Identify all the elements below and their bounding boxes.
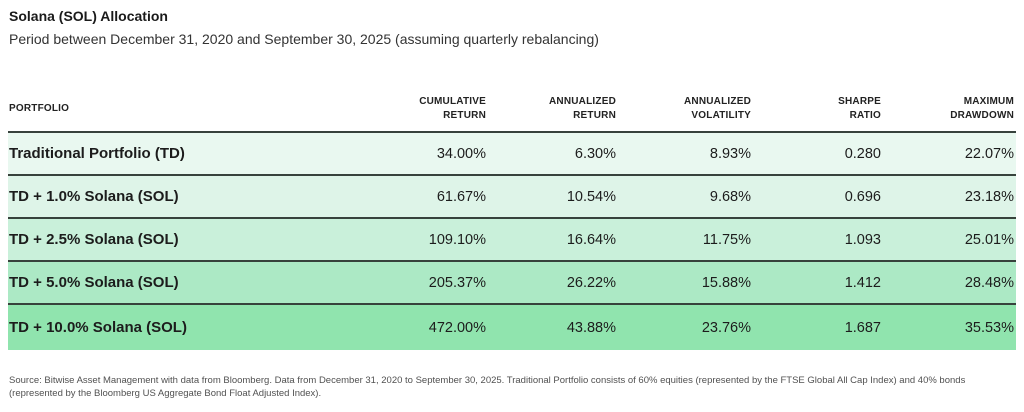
annualized-return-value: 26.22%	[566, 274, 616, 291]
column-header-line: RETURN	[443, 109, 486, 121]
sharpe-ratio-value: 0.696	[844, 188, 881, 205]
annualized-volatility-value: 23.76%	[701, 319, 751, 336]
column-header-cumulative-return: CUMULATIVE RETURN	[368, 95, 488, 132]
column-header-line: MAXIMUM	[963, 96, 1014, 107]
column-header-line: CUMULATIVE	[419, 96, 486, 107]
annualized-volatility-value: 8.93%	[709, 145, 751, 162]
column-header-annualized-return: ANNUALIZED RETURN	[488, 95, 618, 132]
column-header-annualized-volatility: ANNUALIZED VOLATILITY	[618, 95, 753, 132]
maximum-drawdown-value: 23.18%	[964, 188, 1014, 205]
maximum-drawdown-value: 22.07%	[964, 145, 1014, 162]
portfolio-name: TD + 1.0% Solana (SOL)	[9, 188, 179, 205]
annualized-return-value: 16.64%	[566, 231, 616, 248]
maximum-drawdown-value: 28.48%	[964, 274, 1014, 291]
portfolio-name: TD + 2.5% Solana (SOL)	[9, 231, 179, 248]
sharpe-ratio-value: 1.093	[844, 231, 881, 248]
column-header-portfolio: PORTFOLIO	[8, 95, 368, 132]
column-header-sharpe-ratio: SHARPE RATIO	[753, 95, 883, 132]
column-header-line: ANNUALIZED	[684, 96, 751, 107]
cumulative-return-value: 472.00%	[428, 319, 486, 336]
table-row: TD + 10.0% Solana (SOL) 472.00% 43.88% 2…	[8, 304, 1016, 350]
cumulative-return-value: 109.10%	[428, 231, 486, 248]
column-header-line: RETURN	[573, 109, 616, 121]
maximum-drawdown-value: 25.01%	[964, 231, 1014, 248]
annualized-return-value: 6.30%	[574, 145, 616, 162]
cumulative-return-value: 205.37%	[428, 274, 486, 291]
source-note: Source: Bitwise Asset Management with da…	[9, 375, 966, 400]
column-header-line: RATIO	[849, 109, 881, 121]
table-row: TD + 1.0% Solana (SOL) 61.67% 10.54% 9.6…	[8, 175, 1016, 218]
annualized-volatility-value: 9.68%	[709, 188, 751, 205]
table-row: TD + 2.5% Solana (SOL) 109.10% 16.64% 11…	[8, 218, 1016, 261]
column-header-maximum-drawdown: MAXIMUM DRAWDOWN	[883, 95, 1016, 132]
page-subtitle: Period between December 31, 2020 and Sep…	[9, 31, 599, 47]
table-row: Traditional Portfolio (TD) 34.00% 6.30% …	[8, 132, 1016, 175]
portfolio-name: TD + 5.0% Solana (SOL)	[9, 274, 179, 291]
sharpe-ratio-value: 1.412	[844, 274, 881, 291]
report-header: Solana (SOL) Allocation Period between D…	[0, 0, 1024, 47]
sharpe-ratio-value: 1.687	[844, 319, 881, 336]
sharpe-ratio-value: 0.280	[844, 145, 881, 162]
table-row: TD + 5.0% Solana (SOL) 205.37% 26.22% 15…	[8, 261, 1016, 304]
annualized-return-value: 10.54%	[566, 188, 616, 205]
annualized-volatility-value: 15.88%	[701, 274, 751, 291]
annualized-return-value: 43.88%	[566, 319, 616, 336]
portfolio-name: Traditional Portfolio (TD)	[9, 145, 185, 162]
column-header-line: PORTFOLIO	[9, 102, 70, 114]
cumulative-return-value: 34.00%	[436, 145, 486, 162]
cumulative-return-value: 61.67%	[436, 188, 486, 205]
annualized-volatility-value: 11.75%	[702, 231, 751, 248]
column-header-line: ANNUALIZED	[549, 96, 616, 107]
table-header-row: PORTFOLIO CUMULATIVE RETURN ANNUALIZED R…	[8, 95, 1016, 132]
portfolio-name: TD + 10.0% Solana (SOL)	[9, 319, 187, 336]
page-title: Solana (SOL) Allocation	[9, 8, 168, 24]
maximum-drawdown-value: 35.53%	[964, 319, 1014, 336]
column-header-line: VOLATILITY	[691, 109, 751, 121]
column-header-line: DRAWDOWN	[950, 109, 1014, 121]
column-header-line: SHARPE	[838, 96, 881, 107]
allocation-table: PORTFOLIO CUMULATIVE RETURN ANNUALIZED R…	[8, 95, 1016, 350]
